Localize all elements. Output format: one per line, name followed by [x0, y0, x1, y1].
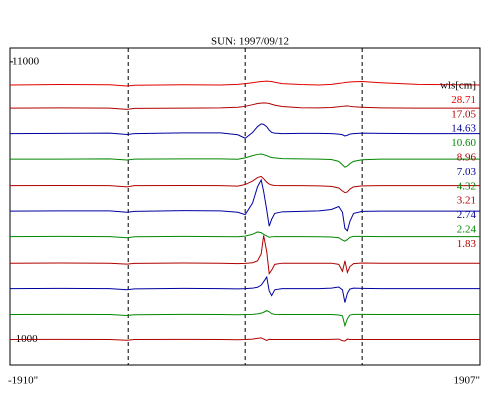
trace-line [9, 275, 480, 303]
legend-entry: 2.74 [457, 209, 477, 221]
legend-entry: 7.03 [457, 166, 477, 178]
trace-line [9, 102, 480, 110]
legend-entry: 2.24 [457, 224, 477, 236]
trace-line [9, 231, 480, 242]
legend-entry: 1.83 [457, 238, 477, 250]
legend-entry: 8.96 [457, 152, 477, 164]
chart-title: SUN: 1997/09/12 [211, 36, 289, 48]
legend-entry: 10.60 [451, 137, 476, 149]
trace-line [9, 310, 480, 328]
y-tick-label: 11000 [12, 55, 40, 67]
legend-entry: 17.05 [451, 108, 476, 120]
trace-line [9, 337, 480, 342]
x-tick-label: 1907" [454, 375, 481, 387]
trace-line [9, 80, 481, 87]
trace-line [9, 178, 480, 232]
legend-title: wls[cm] [440, 80, 476, 92]
legend-entry: 3.21 [457, 195, 476, 207]
x-tick-label: -1910" [8, 375, 38, 387]
trace-line [9, 123, 480, 139]
trace-line [9, 175, 480, 194]
trace-line [9, 235, 480, 275]
legend-entry: 14.63 [451, 123, 476, 135]
legend-entry: 4.32 [457, 180, 476, 192]
trace-line [10, 153, 480, 168]
legend-entry: 28.71 [451, 94, 476, 106]
